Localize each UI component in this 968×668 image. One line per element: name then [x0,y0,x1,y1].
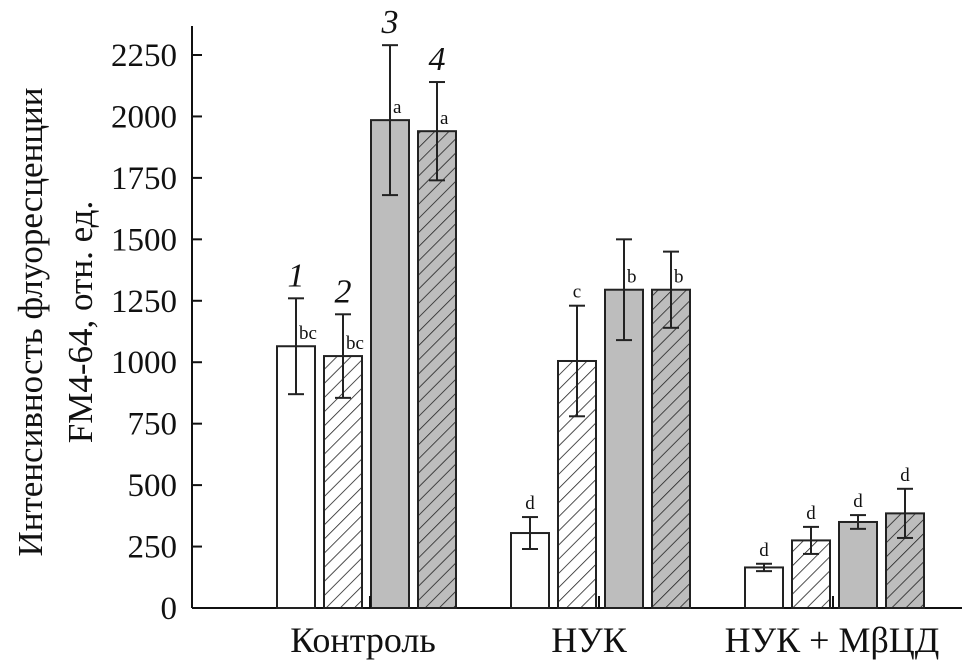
y-axis-ticks: 0 250 500 750 1000 1250 1500 1750 2000 2250 [111,38,202,627]
y-axis-title-line1: Интенсивность флуоресценции [11,87,50,556]
significance-label-cat0-series2: bc [346,333,364,354]
y-tick-label-1500: 1500 [111,222,177,258]
y-tick-label-750: 750 [128,407,178,443]
y-tick-label-2250: 2250 [111,38,177,74]
y-tick-label-0: 0 [161,591,178,627]
significance-label-cat0-series1: bc [299,323,317,344]
bar-3-cat2-series3 [838,520,878,610]
bar-3-cat1-series4 [651,288,691,609]
significance-label-cat2-series1: d [759,540,769,561]
bar-3-cat2-series1 [744,566,784,609]
y-tick-label-1750: 1750 [111,161,177,197]
bar-3-cat0-series4 [417,130,457,610]
significance-label-cat1-series1: d [525,493,535,514]
significance-label-cat2-series2: d [806,503,816,524]
y-tick-label-1000: 1000 [111,345,177,381]
bar-3-cat0-series3 [370,119,410,610]
series-label-2: 2 [335,273,352,310]
significance-label-cat1-series4: b [674,267,684,288]
significance-label-cat0-series3: a [393,97,402,118]
significance-label-cat1-series3: b [627,267,637,288]
bar-3-cat1-series3 [604,288,644,609]
significance-label-cat0-series4: a [440,108,449,129]
series-label-3: 3 [381,4,399,41]
y-tick-label-500: 500 [128,468,178,504]
category-labels: Контроль НУК НУК + MβЦД [290,620,939,660]
significance-label-cat1-series2: c [573,282,581,303]
y-axis-title-line2: FM4-64, отн. ед. [61,201,100,443]
series-label-1: 1 [288,257,305,294]
significance-label-cat2-series4: d [900,465,910,486]
bars: bc 1 d d bc 2 c d a 3 b d a 4 b d [276,4,925,610]
significance-label-cat2-series3: d [853,491,863,512]
y-tick-label-250: 250 [128,530,178,566]
series-label-4: 4 [429,41,446,78]
category-label-1: НУК [551,620,627,660]
y-axis-title: Интенсивность флуоресценции FM4-64, отн.… [11,87,100,556]
y-tick-label-1250: 1250 [111,284,177,320]
y-tick-label-2000: 2000 [111,99,177,135]
category-label-0: Контроль [290,620,436,660]
category-label-2: НУК + MβЦД [725,620,940,660]
